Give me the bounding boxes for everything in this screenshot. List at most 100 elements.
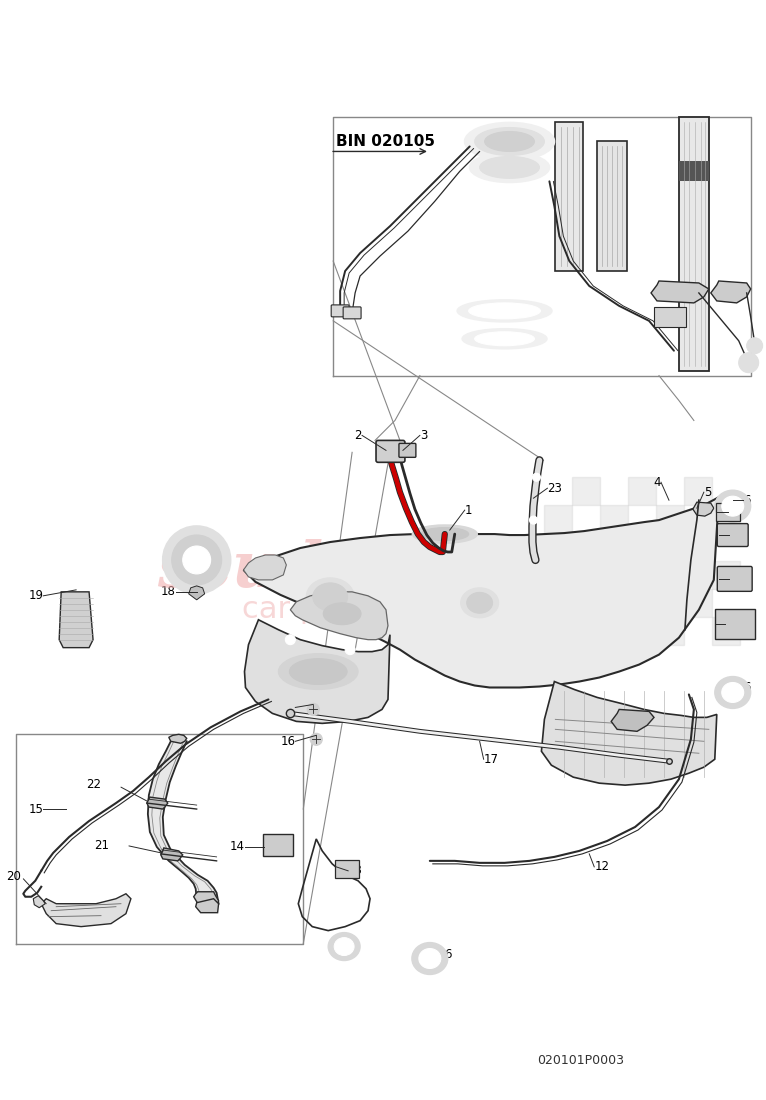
Ellipse shape — [278, 653, 358, 690]
Ellipse shape — [328, 933, 360, 960]
Ellipse shape — [475, 332, 535, 345]
Circle shape — [345, 645, 355, 654]
Bar — [712, 561, 740, 588]
Polygon shape — [290, 592, 388, 640]
Ellipse shape — [469, 302, 541, 319]
Ellipse shape — [460, 587, 499, 618]
Polygon shape — [244, 497, 719, 688]
Bar — [572, 534, 601, 561]
Polygon shape — [679, 162, 709, 182]
Text: 18: 18 — [161, 585, 175, 598]
Text: 11: 11 — [725, 617, 740, 630]
Ellipse shape — [485, 132, 535, 152]
Bar — [656, 617, 684, 645]
Ellipse shape — [323, 603, 361, 625]
Bar — [712, 617, 740, 645]
Ellipse shape — [334, 937, 354, 956]
Bar — [601, 505, 628, 534]
Bar — [545, 617, 572, 645]
Text: 13: 13 — [348, 865, 363, 878]
Polygon shape — [651, 280, 709, 302]
FancyBboxPatch shape — [715, 503, 740, 521]
Text: 19: 19 — [28, 590, 43, 603]
Ellipse shape — [466, 592, 493, 614]
Bar — [601, 617, 628, 645]
Polygon shape — [597, 142, 627, 271]
FancyBboxPatch shape — [654, 307, 686, 327]
Text: 22: 22 — [86, 778, 101, 791]
FancyBboxPatch shape — [264, 834, 293, 856]
Bar — [545, 505, 572, 534]
FancyBboxPatch shape — [343, 307, 361, 319]
Text: 12: 12 — [594, 860, 609, 873]
Text: 6: 6 — [444, 948, 451, 961]
Ellipse shape — [480, 156, 539, 178]
Text: 7: 7 — [728, 529, 736, 541]
Text: 16: 16 — [280, 701, 296, 714]
Text: 14: 14 — [230, 840, 244, 854]
Ellipse shape — [722, 496, 744, 516]
Text: 15: 15 — [28, 803, 43, 815]
Circle shape — [310, 734, 322, 746]
Ellipse shape — [457, 300, 552, 322]
Polygon shape — [679, 117, 709, 371]
Ellipse shape — [49, 532, 103, 587]
FancyBboxPatch shape — [336, 860, 359, 878]
Bar — [684, 534, 712, 561]
Text: 6: 6 — [743, 681, 750, 694]
Polygon shape — [161, 848, 183, 861]
Ellipse shape — [715, 676, 751, 708]
Polygon shape — [555, 122, 583, 271]
Bar — [656, 561, 684, 588]
Bar — [601, 561, 628, 588]
Text: 5: 5 — [704, 486, 711, 498]
Text: 23: 23 — [548, 482, 562, 495]
Polygon shape — [169, 735, 187, 744]
Text: scuderia: scuderia — [157, 539, 463, 601]
Circle shape — [532, 473, 541, 482]
Ellipse shape — [475, 128, 545, 155]
Ellipse shape — [306, 578, 354, 616]
Circle shape — [529, 516, 538, 524]
Circle shape — [747, 338, 763, 354]
Polygon shape — [711, 280, 751, 302]
Polygon shape — [693, 503, 714, 516]
Ellipse shape — [290, 659, 347, 684]
Polygon shape — [33, 895, 45, 908]
Polygon shape — [244, 619, 390, 724]
Text: 17: 17 — [483, 752, 499, 766]
Ellipse shape — [183, 546, 211, 574]
Polygon shape — [59, 592, 93, 648]
Bar — [572, 477, 601, 505]
Polygon shape — [41, 893, 131, 926]
Text: 16: 16 — [280, 735, 296, 748]
Bar — [628, 588, 656, 617]
Text: car parts: car parts — [242, 595, 378, 625]
Ellipse shape — [462, 329, 547, 349]
Text: 4: 4 — [653, 475, 661, 488]
Text: BIN 020105: BIN 020105 — [336, 134, 435, 148]
Ellipse shape — [722, 682, 744, 703]
Polygon shape — [188, 586, 205, 600]
Bar — [712, 505, 740, 534]
Polygon shape — [611, 710, 654, 732]
Ellipse shape — [172, 535, 221, 585]
Circle shape — [307, 703, 319, 715]
Ellipse shape — [470, 153, 549, 183]
Text: 21: 21 — [94, 839, 109, 853]
FancyBboxPatch shape — [399, 443, 416, 458]
Polygon shape — [244, 556, 286, 580]
Text: 20: 20 — [6, 870, 21, 883]
Bar — [628, 534, 656, 561]
FancyBboxPatch shape — [331, 305, 349, 317]
Polygon shape — [147, 798, 168, 810]
FancyBboxPatch shape — [717, 524, 748, 547]
Circle shape — [286, 635, 296, 645]
Text: 6: 6 — [743, 494, 750, 507]
Ellipse shape — [412, 525, 477, 543]
Ellipse shape — [421, 528, 469, 540]
Bar — [684, 477, 712, 505]
Polygon shape — [148, 741, 218, 904]
FancyBboxPatch shape — [717, 566, 752, 592]
Text: 3: 3 — [420, 429, 427, 442]
